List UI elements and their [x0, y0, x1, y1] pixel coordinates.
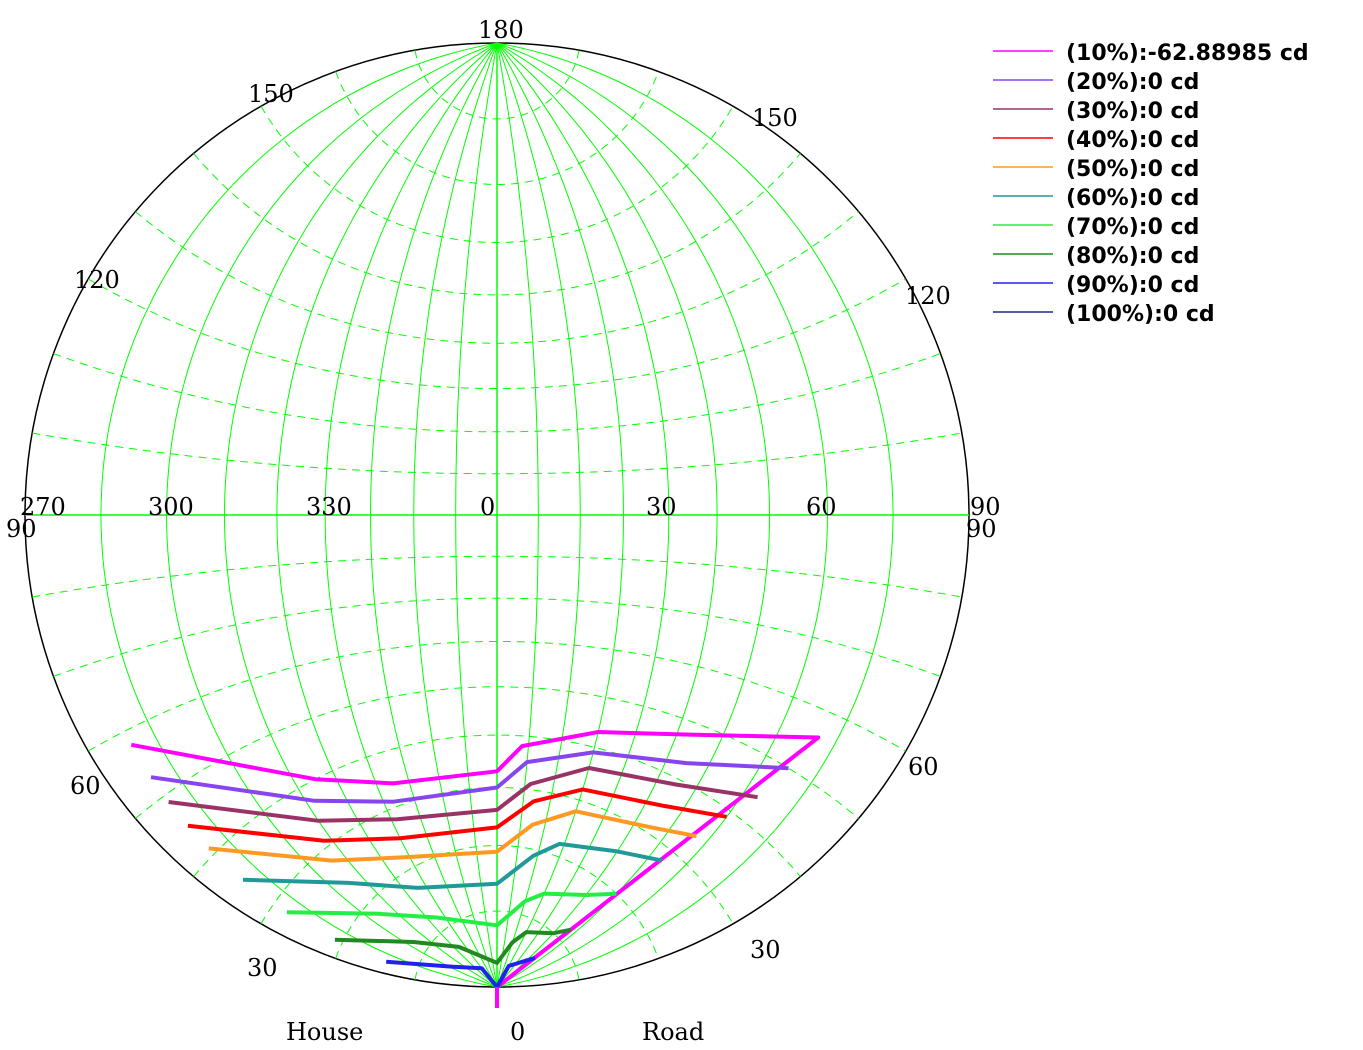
legend-label-30: (30%):0 cd [1066, 99, 1199, 124]
tick-label-h-90: 90 [970, 493, 1001, 521]
isocandela-curve-50 [208, 809, 697, 863]
isocandela-curve-10 [130, 730, 821, 989]
tick-label-h-60: 60 [806, 493, 837, 521]
grid-parallel [53, 353, 941, 433]
legend-item-100: (100%):0 cd [993, 302, 1215, 327]
isocandela-curve-30 [168, 766, 758, 823]
tick-label-h-0: 0 [480, 493, 495, 521]
isocandela-curve-70 [286, 891, 617, 928]
legend-item-70: (70%):0 cd [993, 215, 1199, 240]
legend-item-20: (20%):0 cd [993, 70, 1199, 95]
tick-label-mid-right: 120 [905, 282, 951, 310]
grid-parallel [87, 278, 907, 389]
grid-parallel [53, 597, 941, 677]
legend: (10%):-62.88985 cd (20%):0 cd (30%):0 cd… [993, 41, 1309, 327]
tick-label-right-edge: 90 [966, 515, 997, 543]
isocandela-curve-40 [187, 787, 728, 843]
legend-label-20: (20%):0 cd [1066, 70, 1199, 95]
chart-curves [130, 730, 821, 1008]
tick-label-lower-right: 60 [908, 753, 939, 781]
tick-label-bottom-left: 30 [247, 954, 278, 982]
tick-label-bottom-right: 30 [750, 936, 781, 964]
tick-labels: 180 150 150 120 120 270 300 330 0 30 60 … [6, 16, 1001, 1046]
isocandela-curve-20 [150, 750, 789, 804]
grid-parallel [414, 50, 580, 120]
tick-label-h-30: 30 [646, 493, 677, 521]
legend-item-50: (50%):0 cd [993, 157, 1199, 182]
tick-label-top: 180 [478, 16, 524, 44]
legend-label-100: (100%):0 cd [1066, 302, 1215, 327]
legend-label-60: (60%):0 cd [1066, 186, 1199, 211]
grid-parallel [193, 153, 801, 296]
tick-label-upper-right: 150 [752, 104, 798, 132]
bottom-label-center: 0 [510, 1018, 525, 1046]
grid-parallel [32, 555, 962, 598]
tick-label-h-270: 270 [20, 493, 66, 521]
legend-label-90: (90%):0 cd [1066, 273, 1199, 298]
legend-item-90: (90%):0 cd [993, 273, 1199, 298]
grid-parallel [87, 641, 907, 752]
chart-grid [24, 42, 970, 988]
grid-parallel [414, 910, 580, 980]
grid-parallel [135, 211, 859, 344]
bottom-label-road: Road [642, 1018, 704, 1046]
grid-parallel [135, 686, 859, 819]
tick-label-mid-left: 120 [74, 266, 120, 294]
legend-item-10: (10%):-62.88985 cd [993, 41, 1309, 66]
bottom-label-house: House [286, 1018, 363, 1046]
legend-item-60: (60%):0 cd [993, 186, 1199, 211]
tick-label-upper-left: 150 [248, 80, 294, 108]
grid-parallel [260, 105, 734, 244]
legend-item-30: (30%):0 cd [993, 99, 1199, 124]
legend-label-80: (80%):0 cd [1066, 244, 1199, 269]
legend-item-80: (80%):0 cd [993, 244, 1199, 269]
tick-label-left-edge: 90 [6, 515, 37, 543]
isocandela-curve-90 [386, 955, 536, 989]
isocandela-curve-80 [334, 927, 572, 965]
grid-parallel [32, 432, 962, 475]
legend-label-40: (40%):0 cd [1066, 128, 1199, 153]
legend-label-10: (10%):-62.88985 cd [1066, 41, 1309, 66]
legend-item-40: (40%):0 cd [993, 128, 1199, 153]
tick-label-h-300: 300 [148, 493, 194, 521]
legend-label-50: (50%):0 cd [1066, 157, 1199, 182]
legend-label-70: (70%):0 cd [1066, 215, 1199, 240]
tick-label-h-330: 330 [306, 493, 352, 521]
tick-label-lower-left: 60 [70, 772, 101, 800]
grid-parallel [335, 71, 659, 185]
isocandela-curve-60 [242, 841, 663, 890]
